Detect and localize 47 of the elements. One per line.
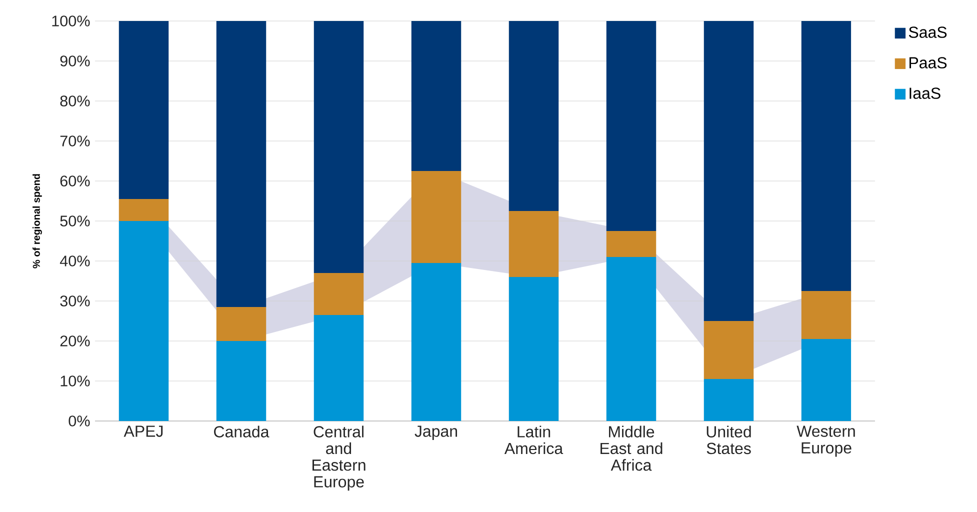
bar <box>314 315 364 421</box>
legend-label: IaaS <box>910 88 940 99</box>
y-tick-label: 10% <box>60 376 90 386</box>
x-tick-label: United States <box>706 426 751 454</box>
bar <box>411 171 462 263</box>
y-tick-label: 30% <box>60 296 90 306</box>
y-tick-label: 50% <box>60 216 90 226</box>
bar <box>704 379 754 421</box>
y-tick-label: 40% <box>60 256 90 266</box>
legend-label: PaaS <box>910 57 947 68</box>
y-tick-label: 70% <box>60 136 90 146</box>
y-tick-label: 0% <box>68 416 90 426</box>
bar <box>411 263 462 421</box>
bar <box>216 341 266 421</box>
bar <box>606 257 656 421</box>
bar <box>118 199 169 221</box>
bar <box>801 291 852 339</box>
x-tick-label: Middle East and Africa <box>600 426 662 471</box>
x-tick-label: Canada <box>214 426 270 438</box>
bar <box>508 277 559 421</box>
x-tick-label: Japan <box>414 426 458 440</box>
bar <box>704 21 754 322</box>
bar <box>216 307 266 341</box>
bar <box>216 21 266 308</box>
x-tick-label: Central and Eastern Europe <box>312 426 366 491</box>
y-axis-title: % of regional spend <box>32 174 42 268</box>
bar <box>704 321 754 379</box>
bar <box>508 21 559 211</box>
bar <box>314 21 364 273</box>
x-tick-label: Latin America <box>504 426 564 454</box>
bar <box>314 273 364 315</box>
y-tick-label: 80% <box>60 96 90 106</box>
bar <box>606 231 656 257</box>
x-tick-label: APEJ <box>124 426 163 437</box>
bar <box>606 21 656 231</box>
bar <box>801 21 852 291</box>
y-tick-label: 100% <box>52 16 90 26</box>
bar <box>508 211 559 277</box>
x-tick-label: Western Europe <box>796 426 855 457</box>
bar <box>801 339 852 421</box>
bar <box>411 21 462 171</box>
bar <box>118 221 169 421</box>
y-tick-label: 60% <box>60 176 90 186</box>
y-tick-label: 20% <box>60 336 90 346</box>
y-tick-label: 90% <box>60 56 90 66</box>
legend-label: SaaS <box>908 26 947 38</box>
bar <box>118 21 169 199</box>
